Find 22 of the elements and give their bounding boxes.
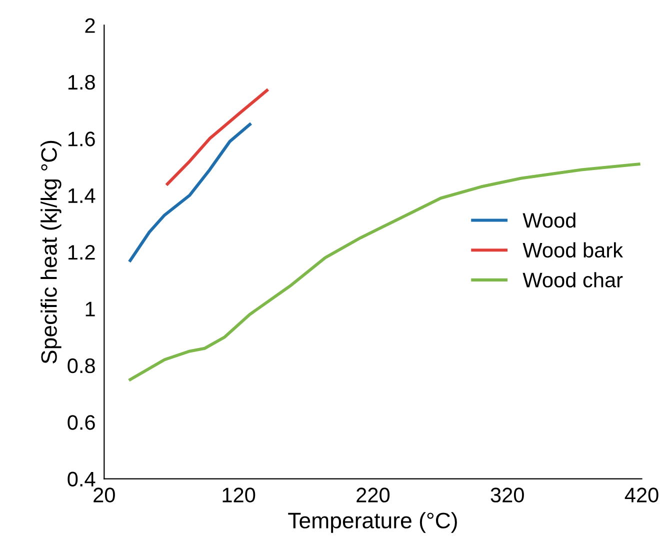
- x-tick-label: 220: [356, 488, 390, 502]
- y-tick-label: 1.6: [68, 132, 95, 146]
- line-series: [128, 122, 252, 262]
- y-tick-label: 1: [86, 302, 95, 316]
- y-axis-title: Specific heat (kj/kg °C): [40, 140, 62, 364]
- x-tick-label: 20: [94, 488, 115, 502]
- y-tick-label: 1.4: [68, 188, 96, 203]
- y-tick-label: 0.4: [68, 472, 96, 487]
- x-tick-label: 120: [222, 488, 256, 502]
- x-tick-label: 320: [490, 488, 524, 502]
- legend-label: Wood char: [522, 272, 623, 288]
- y-tick-label: 0.6: [68, 415, 95, 430]
- y-tick-label: 2: [85, 18, 95, 33]
- legend-label: Wood: [522, 212, 576, 228]
- x-tick-label: 420: [624, 488, 658, 502]
- x-axis-title: Temperature (°C): [288, 512, 457, 533]
- y-tick-label: 1.8: [68, 74, 95, 90]
- legend-label: Wood bark: [522, 242, 624, 258]
- y-tick-label: 0.8: [68, 358, 95, 374]
- y-tick-label: 1.2: [68, 245, 95, 260]
- line-series: [166, 88, 268, 186]
- line-series: [128, 162, 640, 382]
